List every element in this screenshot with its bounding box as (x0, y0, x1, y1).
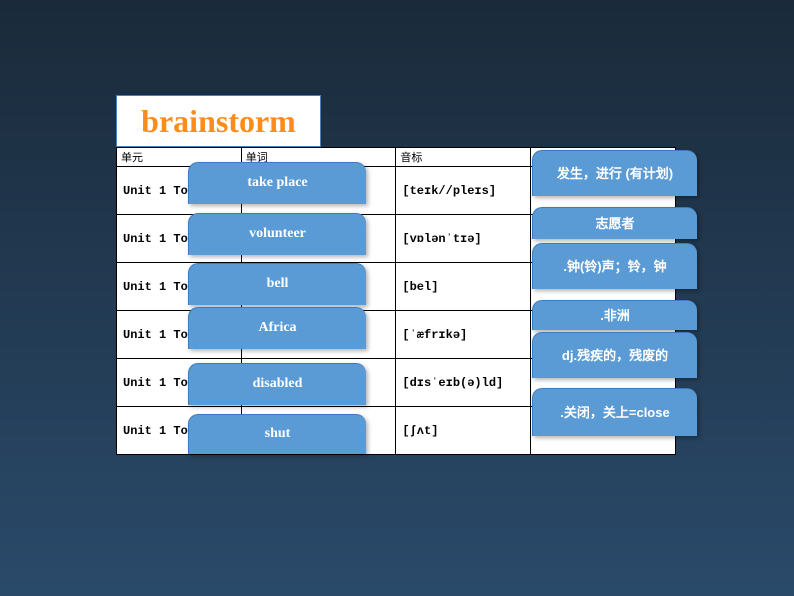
chinese-badge: .非洲 (532, 300, 697, 330)
word-badge: volunteer (188, 213, 366, 255)
cell-phonetic: [ˈæfrɪkə] (396, 311, 531, 359)
word-badge: Africa (188, 307, 366, 349)
chinese-badge: 发生，进行 (有计划) (532, 150, 697, 196)
chinese-badge: .关闭，关上=close (532, 388, 697, 436)
word-badge: bell (188, 263, 366, 305)
title-text: brainstorm (141, 103, 296, 140)
cell-phonetic: [teɪk//pleɪs] (396, 167, 531, 215)
header-phonetic: 音标 (396, 148, 531, 167)
title-box: brainstorm (116, 95, 321, 147)
word-badge: shut (188, 414, 366, 454)
chinese-badge: dj.残疾的，残废的 (532, 332, 697, 378)
cell-phonetic: [dɪsˈeɪb(ə)ld] (396, 359, 531, 407)
word-badge: take place (188, 162, 366, 204)
chinese-badge: 志愿者 (532, 207, 697, 239)
cell-phonetic: [vɒlənˈtɪə] (396, 215, 531, 263)
word-badge: disabled (188, 363, 366, 405)
cell-phonetic: [bel] (396, 263, 531, 311)
cell-phonetic: [ʃʌt] (396, 407, 531, 455)
chinese-badge: .钟(铃)声；铃，钟 (532, 243, 697, 289)
